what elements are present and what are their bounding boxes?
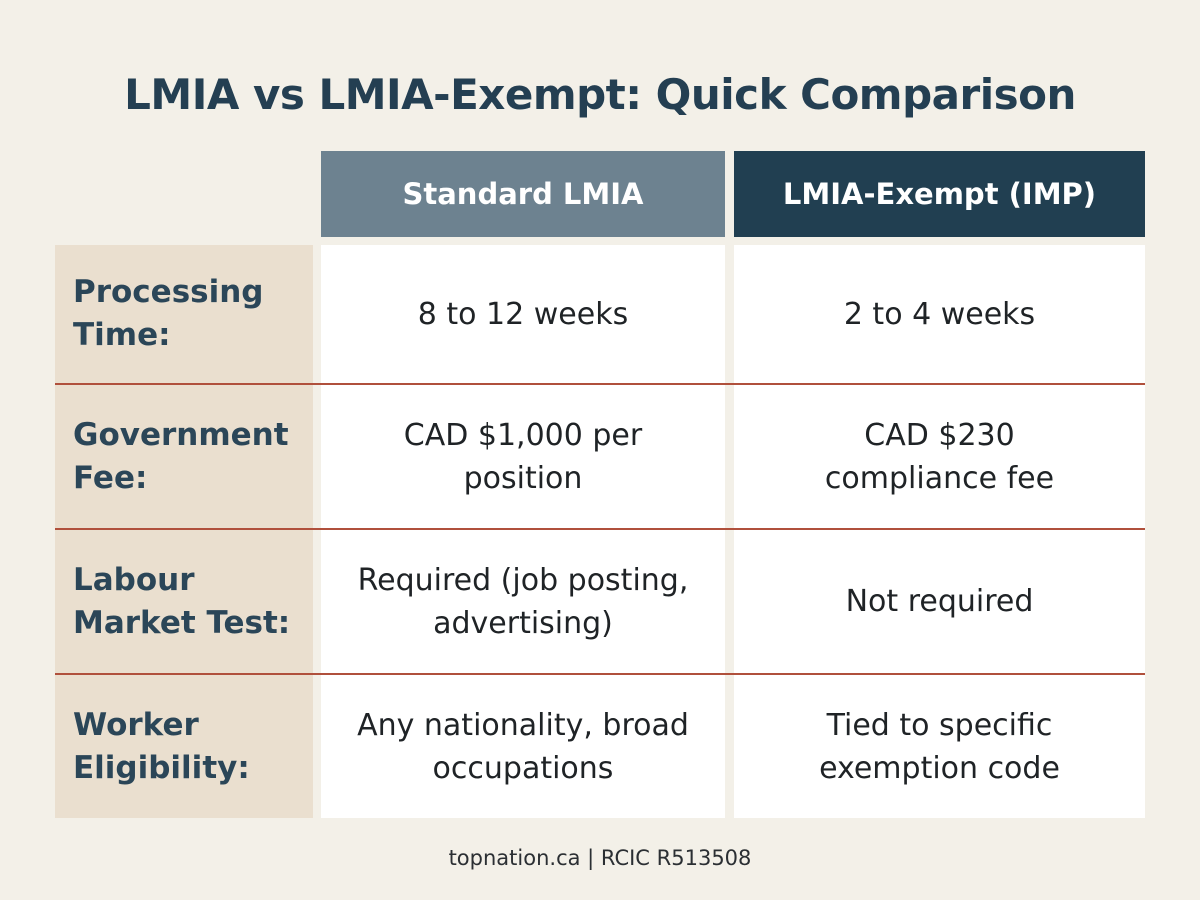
cell-government-fee-exempt: CAD $230 compliance fee [824, 417, 1055, 496]
cell-worker-eligibility-standard: Any nationality, broad occupations [357, 707, 689, 786]
page-title: LMIA vs LMIA-Exempt: Quick Comparison [124, 70, 1076, 120]
row-label-column [55, 245, 313, 818]
standard-lmia-column [321, 245, 725, 818]
row-label-processing-time: Processing Time: [73, 274, 264, 353]
column-header-standard-lmia: Standard LMIA [321, 151, 725, 237]
cell-processing-time-standard: 8 to 12 weeks [417, 296, 629, 332]
cell-worker-eligibility-exempt: Tied to specific exemption code [819, 707, 1060, 786]
cell-labour-market-test-exempt: Not required [845, 584, 1034, 619]
footer-credit: topnation.ca | RCIC R513508 [448, 846, 752, 870]
row-label-government-fee: Government Fee: [73, 416, 289, 496]
row-label-labour-market-test: Labour Market Test: [73, 561, 291, 641]
cell-government-fee-standard: CAD $1,000 per position [403, 417, 643, 496]
row-divider [55, 528, 1145, 530]
lmia-exempt-column [734, 245, 1145, 818]
row-divider [55, 673, 1145, 675]
column-header-lmia-exempt: LMIA-Exempt (IMP) [734, 151, 1145, 237]
row-divider [55, 383, 1145, 385]
cell-processing-time-exempt: 2 to 4 weeks [843, 296, 1036, 332]
row-label-worker-eligibility: Worker Eligibility: [73, 706, 250, 786]
cell-labour-market-test-standard: Required (job posting, advertising) [357, 562, 689, 641]
